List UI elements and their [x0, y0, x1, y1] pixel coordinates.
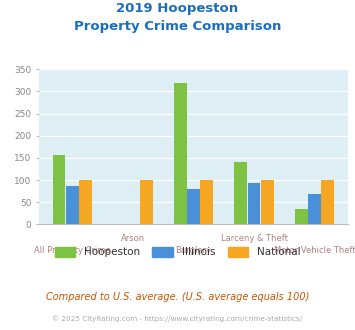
- Text: Compared to U.S. average. (U.S. average equals 100): Compared to U.S. average. (U.S. average …: [46, 292, 309, 302]
- Bar: [53, 155, 65, 224]
- Bar: [140, 180, 153, 224]
- Bar: [234, 162, 247, 224]
- Bar: [174, 82, 187, 224]
- Text: Property Crime Comparison: Property Crime Comparison: [74, 20, 281, 33]
- Bar: [66, 186, 79, 224]
- Text: Larceny & Theft: Larceny & Theft: [220, 234, 288, 243]
- Text: Burglary: Burglary: [175, 246, 212, 255]
- Bar: [308, 194, 321, 224]
- Bar: [187, 189, 200, 224]
- Bar: [295, 209, 308, 224]
- Bar: [79, 180, 92, 224]
- Text: All Property Crime: All Property Crime: [34, 246, 111, 255]
- Bar: [200, 180, 213, 224]
- Legend: Hoopeston, Illinois, National: Hoopeston, Illinois, National: [55, 247, 300, 257]
- Bar: [261, 180, 274, 224]
- Bar: [322, 180, 334, 224]
- Bar: [247, 183, 261, 224]
- Text: © 2025 CityRating.com - https://www.cityrating.com/crime-statistics/: © 2025 CityRating.com - https://www.city…: [53, 315, 302, 322]
- Text: Arson: Arson: [121, 234, 145, 243]
- Text: 2019 Hoopeston: 2019 Hoopeston: [116, 2, 239, 15]
- Text: Motor Vehicle Theft: Motor Vehicle Theft: [274, 246, 355, 255]
